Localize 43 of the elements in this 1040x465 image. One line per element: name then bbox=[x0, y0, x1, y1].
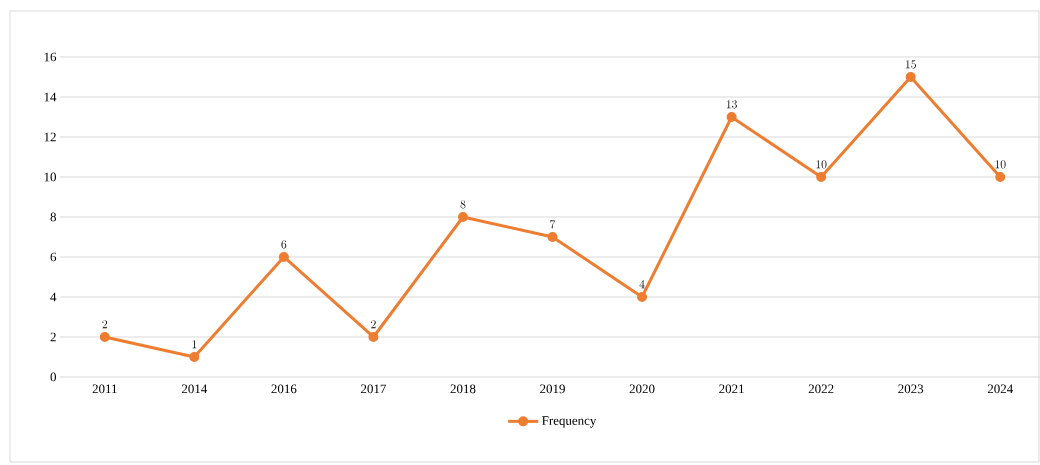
x-tick-label: 2022 bbox=[808, 384, 834, 394]
point bbox=[457, 211, 468, 222]
legend-label: Frequency bbox=[542, 416, 597, 428]
x-tick-label: 2024 bbox=[987, 384, 1013, 394]
data-label: 10 bbox=[816, 160, 827, 169]
y-tick-label: 10 bbox=[44, 172, 56, 182]
point bbox=[99, 331, 110, 342]
point bbox=[189, 351, 200, 362]
data-label: 4 bbox=[639, 280, 645, 289]
data-label: 15 bbox=[905, 60, 916, 69]
y-tick-label: 14 bbox=[44, 92, 57, 102]
point bbox=[368, 331, 379, 342]
point bbox=[905, 71, 916, 82]
data-label: 1 bbox=[192, 340, 197, 349]
x-tick-label: 2017 bbox=[361, 384, 387, 394]
y-tick-label: 0 bbox=[50, 372, 56, 382]
point bbox=[995, 171, 1006, 182]
point bbox=[726, 111, 737, 122]
y-tick-label: 2 bbox=[50, 332, 56, 342]
x-tick-label: 2023 bbox=[898, 384, 924, 394]
x-tick-label: 2018 bbox=[450, 384, 476, 394]
data-label: 8 bbox=[460, 200, 466, 209]
y-tick-label: 8 bbox=[50, 212, 56, 222]
y-tick-label: 6 bbox=[50, 252, 57, 262]
x-tick-label: 2011 bbox=[92, 384, 117, 394]
x-tick-label: 2020 bbox=[629, 384, 655, 394]
x-tick-label: 2019 bbox=[540, 384, 565, 394]
point bbox=[816, 171, 827, 182]
x-tick-label: 2021 bbox=[719, 384, 744, 394]
data-label: 7 bbox=[550, 220, 556, 229]
data-label: 10 bbox=[995, 160, 1006, 169]
data-label: 2 bbox=[102, 320, 108, 329]
x-tick-label: 2016 bbox=[271, 384, 297, 394]
y-tick-label: 12 bbox=[44, 132, 56, 142]
data-label: 6 bbox=[281, 240, 287, 249]
y-tick-label: 4 bbox=[50, 292, 57, 302]
y-tick-label: 16 bbox=[44, 52, 57, 62]
point bbox=[278, 251, 289, 262]
data-label: 2 bbox=[371, 320, 376, 329]
data-label: 13 bbox=[726, 100, 737, 109]
point bbox=[547, 231, 558, 242]
x-tick-label: 2014 bbox=[181, 384, 208, 394]
point bbox=[637, 291, 648, 302]
